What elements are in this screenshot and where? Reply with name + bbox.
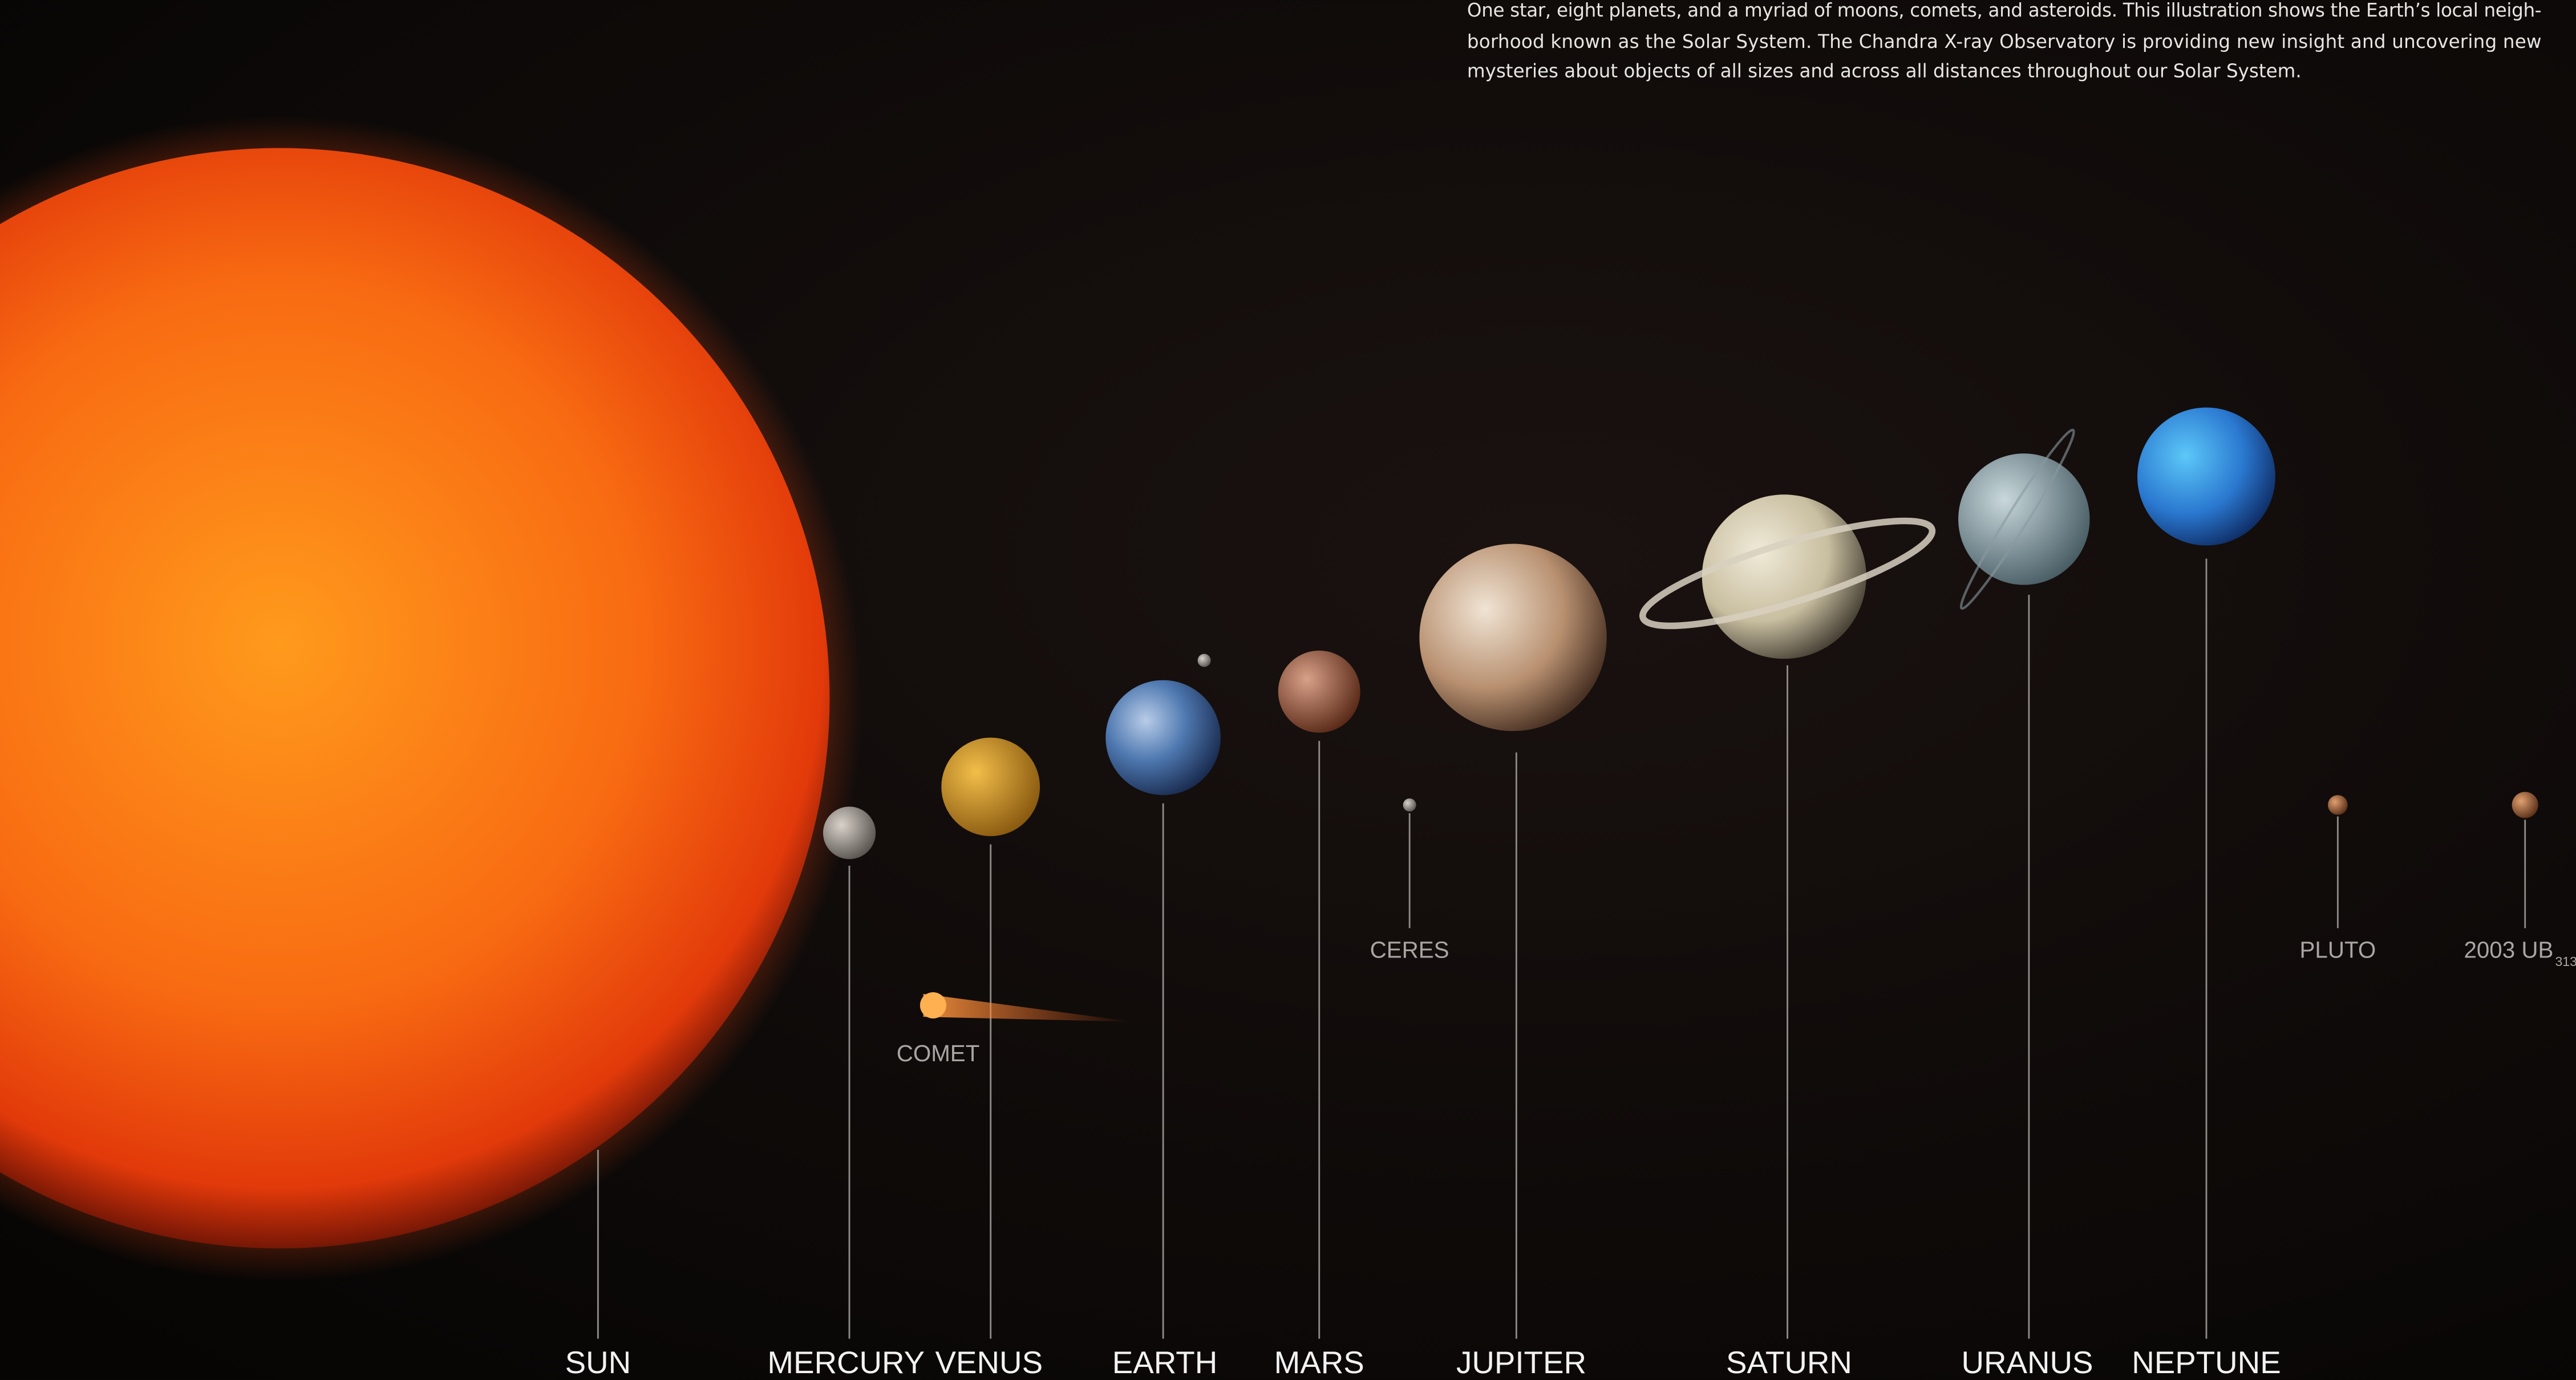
body: {"description_lines": [ "One star, eight… [0, 0, 2576, 1380]
mars [1278, 651, 1360, 733]
comet-head [920, 992, 946, 1018]
mercury [823, 806, 876, 859]
pluto [2328, 795, 2348, 815]
label: MARS [1274, 1345, 1364, 1380]
venus [941, 738, 1040, 837]
label: 2003 UB [2464, 936, 2553, 963]
label: MERCURY [767, 1345, 925, 1380]
label: CERES [1370, 936, 1449, 963]
description-line: One star, eight planets, and a myriad of… [1467, 0, 2542, 21]
label-subscript: 313 [2555, 954, 2576, 969]
ub313 [2512, 792, 2538, 818]
label: PLUTO [2300, 936, 2376, 963]
saturn-body [1702, 494, 1866, 659]
moon [1198, 654, 1211, 667]
jupiter [1419, 544, 1606, 731]
label: COMET [897, 1040, 980, 1066]
label: URANUS [1962, 1345, 2093, 1380]
ceres [1403, 798, 1416, 811]
description-line: mysteries about objects of all sizes and… [1467, 60, 2302, 82]
earth [1105, 680, 1221, 795]
label: SUN [565, 1345, 631, 1380]
label: NEPTUNE [2132, 1345, 2281, 1380]
illustration: One star, eight planets, and a myriad of… [0, 0, 2576, 1380]
label: EARTH [1112, 1345, 1217, 1380]
description-line: borhood known as the Solar System. The C… [1467, 31, 2542, 52]
label: VENUS [935, 1345, 1043, 1380]
page: Solar System html, body { margin: 0; pad… [0, 0, 2576, 1380]
label: JUPITER [1456, 1345, 1586, 1380]
neptune [2137, 408, 2275, 546]
label: SATURN [1726, 1345, 1852, 1380]
